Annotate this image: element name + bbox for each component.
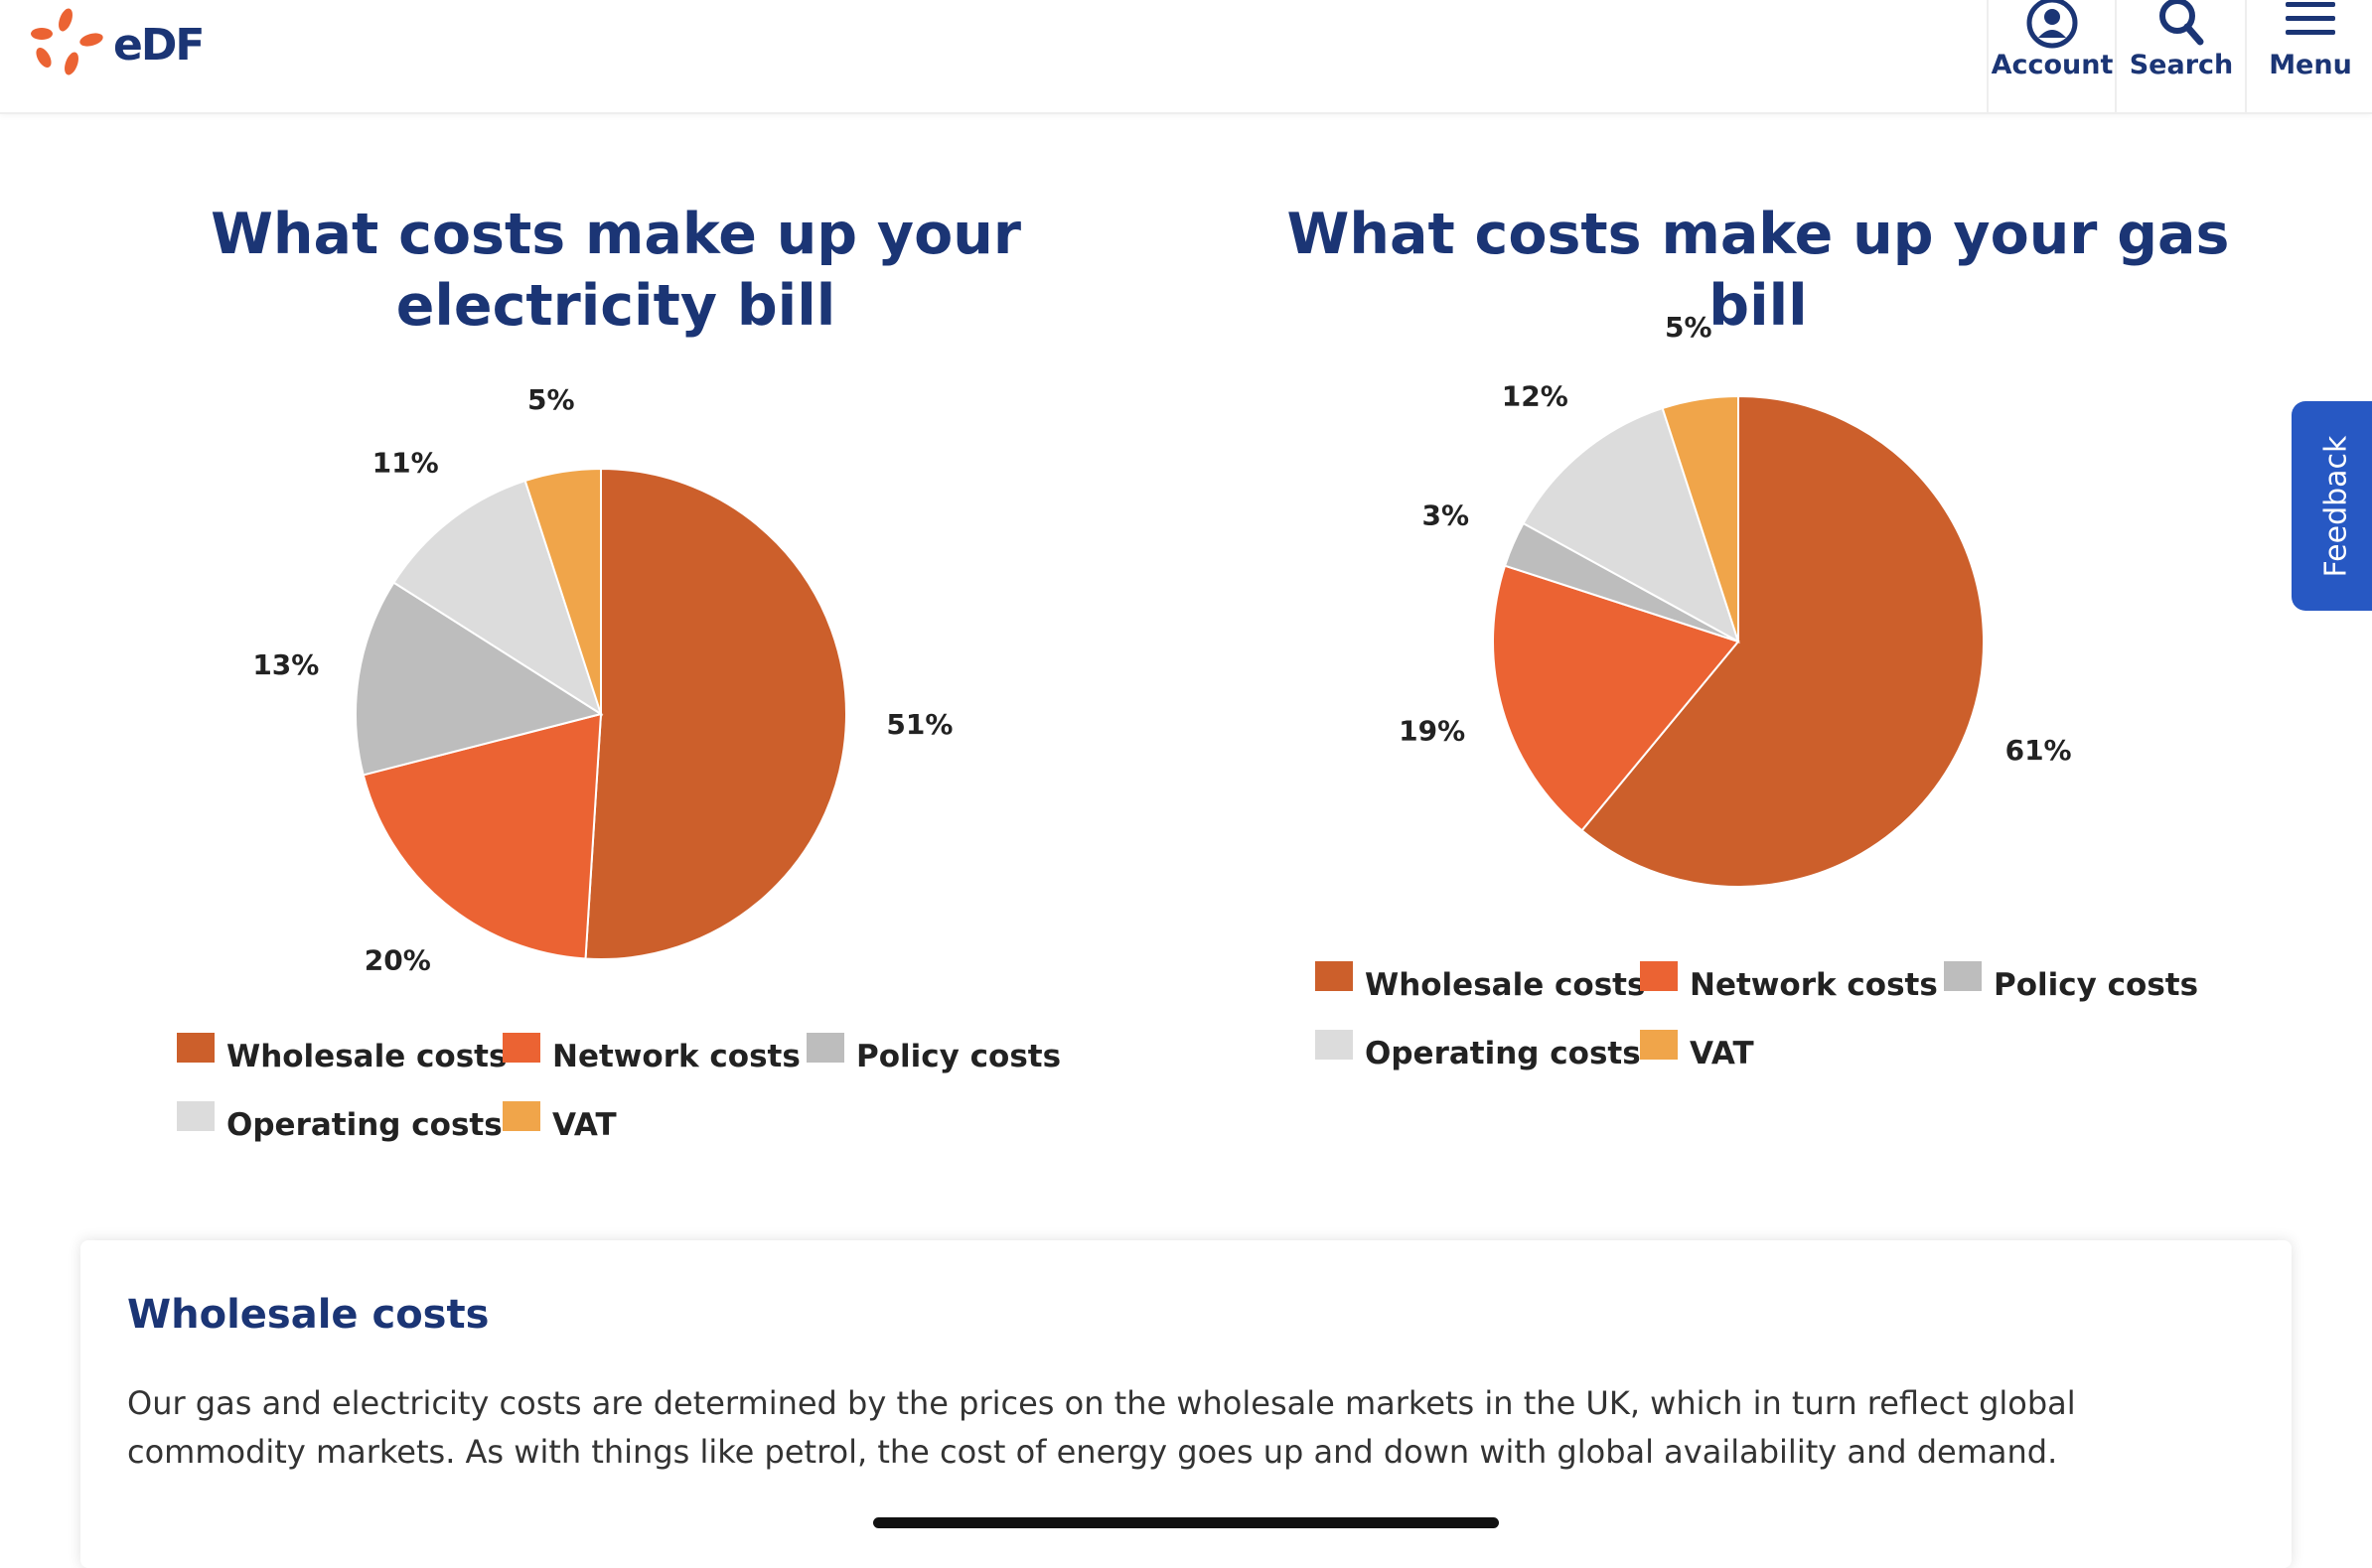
legend-swatch	[1640, 961, 1678, 991]
legend-swatch	[177, 1033, 215, 1063]
legend-label: VAT	[552, 1107, 617, 1143]
logo-text: eDF	[113, 20, 205, 71]
data-label-operating: 12%	[1502, 380, 1568, 413]
data-label-vat: 5%	[527, 383, 575, 416]
electricity-pie-chart: 51% 20% 13% 11% 5%	[252, 383, 953, 977]
pie-slice-policy[interactable]	[355, 581, 604, 777]
feedback-label: Feedback	[2318, 435, 2354, 577]
legend-swatch	[1315, 1030, 1353, 1060]
legend-label: Network costs	[1690, 967, 1938, 1003]
menu-label: Menu	[2269, 50, 2352, 80]
legend-swatch	[177, 1101, 215, 1131]
card-heading: Wholesale costs	[127, 1292, 490, 1338]
account-button[interactable]: Account	[1987, 0, 2116, 112]
legend-label: Network costs	[552, 1039, 801, 1074]
legend-label: Policy costs	[856, 1039, 1062, 1074]
legend-label: Wholesale costs	[1365, 967, 1646, 1003]
legend-swatch	[1944, 961, 1982, 991]
card-body: Our gas and electricity costs are determ…	[127, 1384, 2076, 1471]
data-label-policy: 3%	[1422, 499, 1470, 531]
legend-label: VAT	[1690, 1036, 1754, 1071]
data-label-network: 20%	[365, 943, 431, 976]
pie-slice-vat[interactable]	[523, 467, 602, 715]
data-label-operating: 11%	[372, 446, 439, 479]
electricity-chart-title: What costs make up your electricity bill	[211, 202, 1021, 339]
edf-logo-flower-icon	[31, 8, 103, 75]
pie-slice-wholesale[interactable]	[584, 467, 847, 960]
gas-pie-chart: 61% 19% 3% 12% 5%	[1399, 311, 2072, 888]
feedback-tab[interactable]: Feedback	[2292, 401, 2372, 611]
legend-swatch	[1315, 961, 1353, 991]
edf-logo[interactable]: eDF	[28, 6, 207, 79]
wholesale-costs-card: Wholesale costs Our gas and electricity …	[80, 1240, 2292, 1568]
home-indicator[interactable]	[873, 1517, 1499, 1528]
pie-slice-operating[interactable]	[392, 479, 603, 717]
legend-swatch	[1640, 1030, 1678, 1060]
pie-slice-wholesale[interactable]	[1580, 394, 1986, 888]
pie-slice-operating[interactable]	[1522, 406, 1740, 644]
gas-chart-title: What costs make up your gas bill	[1286, 202, 2230, 339]
menu-icon	[2286, 2, 2335, 35]
search-button[interactable]: Search	[2115, 0, 2246, 112]
data-label-network: 19%	[1399, 715, 1465, 748]
legend-swatch	[503, 1033, 540, 1063]
account-label: Account	[1991, 50, 2114, 80]
menu-button[interactable]: Menu	[2245, 0, 2372, 112]
account-icon	[2026, 0, 2078, 49]
pie-slice-network[interactable]	[1492, 564, 1740, 832]
data-label-vat: 5%	[1665, 311, 1712, 344]
search-icon	[2159, 0, 2204, 46]
pie-slice-network[interactable]	[362, 712, 603, 960]
legend-swatch	[503, 1101, 540, 1131]
search-label: Search	[2129, 50, 2234, 80]
legend-swatch	[807, 1033, 844, 1063]
legend-label: Wholesale costs	[226, 1039, 508, 1074]
data-label-policy: 13%	[252, 648, 319, 681]
pie-slice-vat[interactable]	[1661, 394, 1739, 642]
legend-label: Operating costs	[226, 1107, 503, 1143]
data-label-wholesale: 61%	[2005, 734, 2072, 767]
legend-label: Operating costs	[1365, 1036, 1641, 1071]
legend-label: Policy costs	[1994, 967, 2199, 1003]
data-label-wholesale: 51%	[886, 708, 953, 741]
site-header: eDF Account Search Menu	[0, 0, 2372, 114]
